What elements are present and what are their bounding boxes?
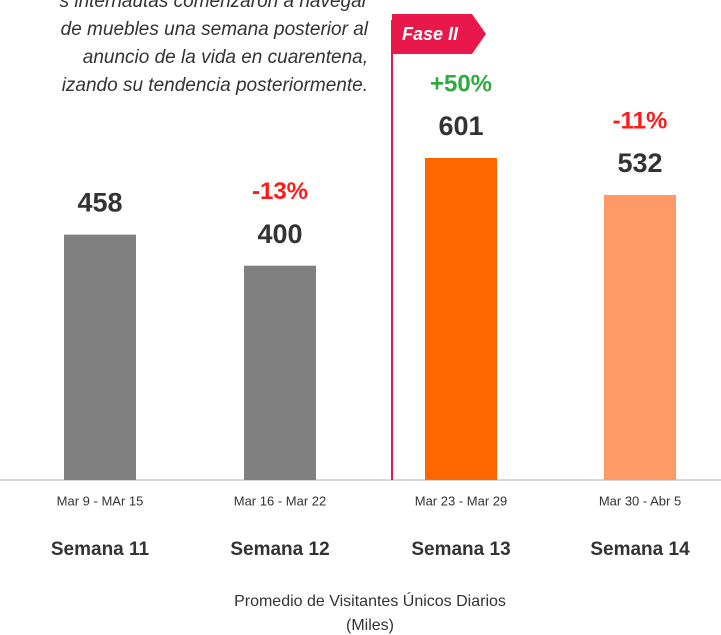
x-axis-label: Promedio de Visitantes Únicos Diarios xyxy=(234,591,506,610)
value-label: 601 xyxy=(438,111,483,141)
value-label: 532 xyxy=(617,148,662,178)
x-tick-label: Mar 23 - Mar 29 xyxy=(415,493,507,508)
x-tick-label: Mar 9 - MAr 15 xyxy=(57,493,144,508)
annotation: izando su tendencia posteriormente. xyxy=(62,75,368,96)
phase-flag xyxy=(392,14,486,54)
annotation: de muebles una semana posterior al xyxy=(61,19,369,40)
change-label: -11% xyxy=(613,107,668,134)
annotation: anuncio de la vida en cuarentena, xyxy=(83,47,368,68)
week-label: Semana 13 xyxy=(411,539,510,560)
week-label: Semana 12 xyxy=(230,539,329,560)
bar xyxy=(425,158,497,480)
bar xyxy=(604,194,676,480)
week-label: Semana 11 xyxy=(51,539,150,560)
week-label: Semana 14 xyxy=(590,539,690,560)
x-tick-label: Mar 16 - Mar 22 xyxy=(234,493,326,508)
bar xyxy=(64,234,136,480)
value-label: 458 xyxy=(77,188,122,218)
bar xyxy=(244,265,316,480)
value-label: 400 xyxy=(257,219,302,249)
x-axis-label: (Miles) xyxy=(346,617,394,634)
x-tick-label: Mar 30 - Abr 5 xyxy=(599,493,681,508)
phase-label: Fase II xyxy=(402,24,459,44)
change-label: -13% xyxy=(252,178,308,205)
change-label: +50% xyxy=(430,70,492,97)
annotation: s internautas comenzaron a navegar xyxy=(60,0,369,12)
